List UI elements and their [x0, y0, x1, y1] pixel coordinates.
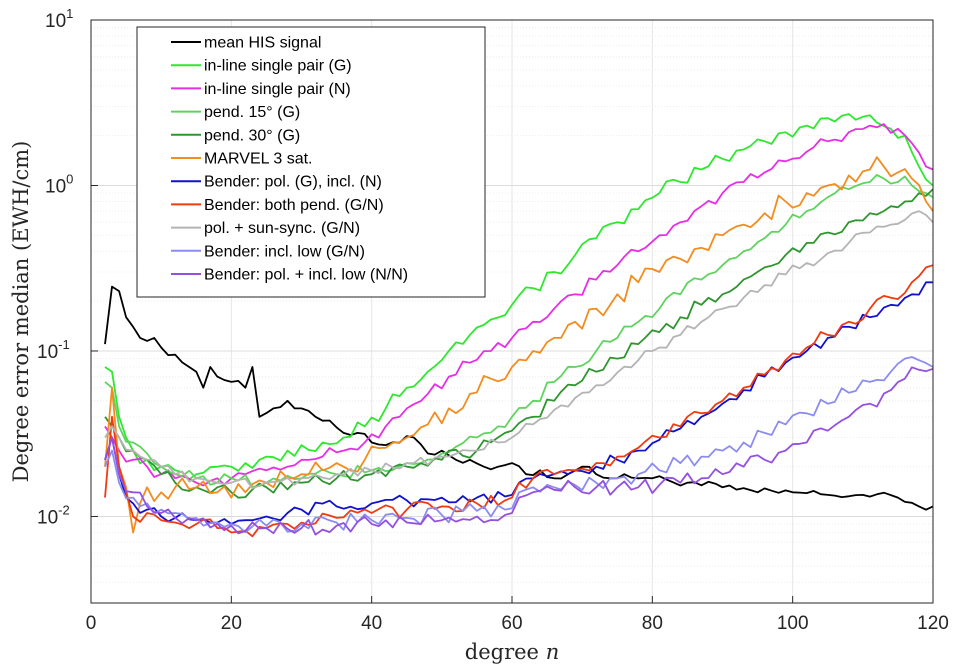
series-line — [104, 188, 934, 499]
series-line — [104, 123, 934, 487]
legend-label: Bender: pol. (G), incl. (N) — [204, 174, 382, 191]
y-axis-label: Degree error median (EWH/cm) — [9, 141, 33, 483]
y-tick-label: 10-2 — [37, 502, 70, 528]
legend: mean HIS signal in-line single pair (G) in… — [136, 26, 486, 298]
series-line — [104, 356, 934, 534]
legend-label: pol. + sun-sync. (G/N) — [204, 220, 360, 237]
series-line — [104, 210, 934, 490]
legend-label: in-line single pair (G) — [204, 58, 352, 75]
legend-box — [136, 26, 486, 298]
x-tick-label: 40 — [361, 613, 382, 634]
legend-label: Bender: incl. low (G/N) — [204, 243, 365, 260]
series-line — [104, 156, 934, 534]
legend-label: Bender: both pend. (G/N) — [204, 197, 384, 214]
x-axis-label-text: degree — [465, 640, 539, 664]
x-tick-label: 100 — [777, 613, 809, 634]
legend-label: in-line single pair (N) — [204, 81, 351, 98]
legend-label: pend. 30° (G) — [204, 127, 300, 144]
x-axis-label: degree n — [465, 640, 559, 664]
series-line — [104, 366, 934, 536]
x-tick-label: 0 — [86, 613, 97, 634]
series-line — [104, 174, 934, 488]
series-line — [104, 113, 934, 481]
y-tick-label: 101 — [45, 6, 73, 32]
series-line — [104, 285, 934, 511]
ticks: 0 20 40 60 80 100 120 10-2 10-1 100 101 — [37, 6, 949, 634]
x-tick-label: 120 — [917, 613, 949, 634]
series-lines — [104, 113, 934, 538]
legend-label: pend. 15° (G) — [204, 104, 300, 121]
legend-label: mean HIS signal — [204, 35, 321, 52]
legend-label: Bender: pol. + incl. low (N/N) — [204, 267, 408, 284]
x-axis-label-variable: n — [546, 640, 560, 664]
x-tick-label: 60 — [501, 613, 522, 634]
y-tick-label: 100 — [45, 171, 73, 197]
legend-label: MARVEL 3 sat. — [204, 151, 313, 168]
y-tick-label: 10-1 — [37, 337, 70, 363]
x-tick-label: 20 — [221, 613, 242, 634]
x-tick-label: 80 — [642, 613, 663, 634]
